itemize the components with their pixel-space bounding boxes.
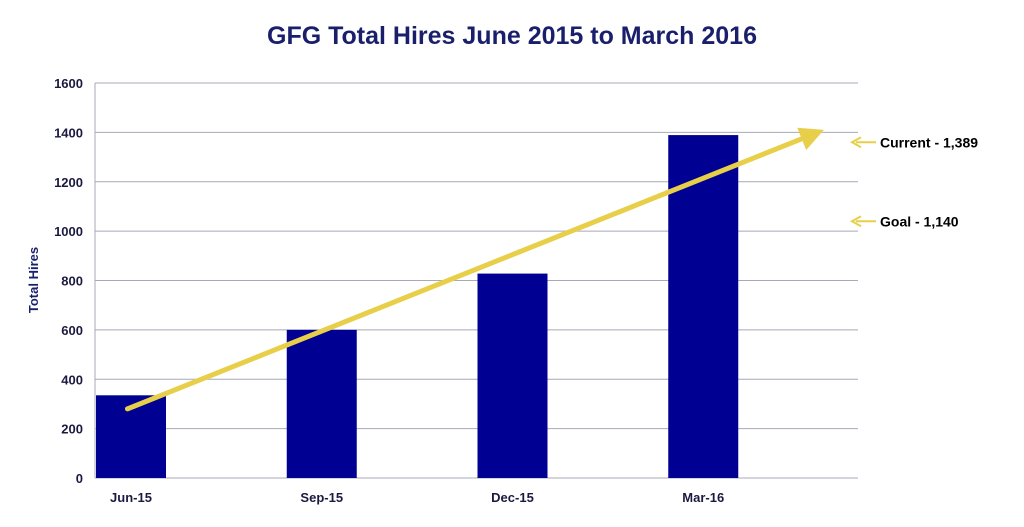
annotation-arrow-head: [849, 215, 862, 228]
y-tick-label: 1000: [54, 224, 83, 239]
trend-arrow-head: [797, 127, 824, 150]
x-tick-label: Mar-16: [682, 490, 724, 505]
gridlines: [94, 82, 858, 479]
chart-title: GFG Total Hires June 2015 to March 2016: [267, 22, 757, 50]
bar: [668, 135, 739, 478]
y-tick-label: 1600: [54, 76, 83, 91]
bars: [96, 135, 739, 478]
annotation-label: Goal - 1,140: [880, 213, 959, 229]
x-tick-label: Jun-15: [110, 490, 152, 505]
y-tick-label: 200: [61, 422, 83, 437]
y-tick-label: 600: [61, 323, 83, 338]
y-tick-label: 1400: [54, 125, 83, 140]
trend-arrow: [124, 127, 824, 412]
x-tick-labels: Jun-15 Sep-15 Dec-15 Mar-16: [110, 490, 724, 505]
y-tick-label: 400: [61, 372, 83, 387]
y-tick-label: 800: [61, 274, 83, 289]
y-tick-labels: 0 200 400 600 800 1000 1200 1400 1600: [54, 76, 83, 486]
y-tick-label: 0: [76, 471, 83, 486]
annotation-label: Current - 1,389: [880, 134, 978, 150]
bar: [477, 273, 548, 478]
annotations: Current - 1,389 Goal - 1,140: [849, 134, 978, 229]
x-tick-label: Dec-15: [491, 490, 534, 505]
y-tick-label: 1200: [54, 175, 83, 190]
x-tick-label: Sep-15: [300, 490, 343, 505]
bar: [286, 329, 357, 478]
annotation-arrow-head: [849, 136, 862, 149]
trend-arrow-shaft: [124, 136, 805, 412]
y-axis-label: Total Hires: [26, 247, 41, 313]
